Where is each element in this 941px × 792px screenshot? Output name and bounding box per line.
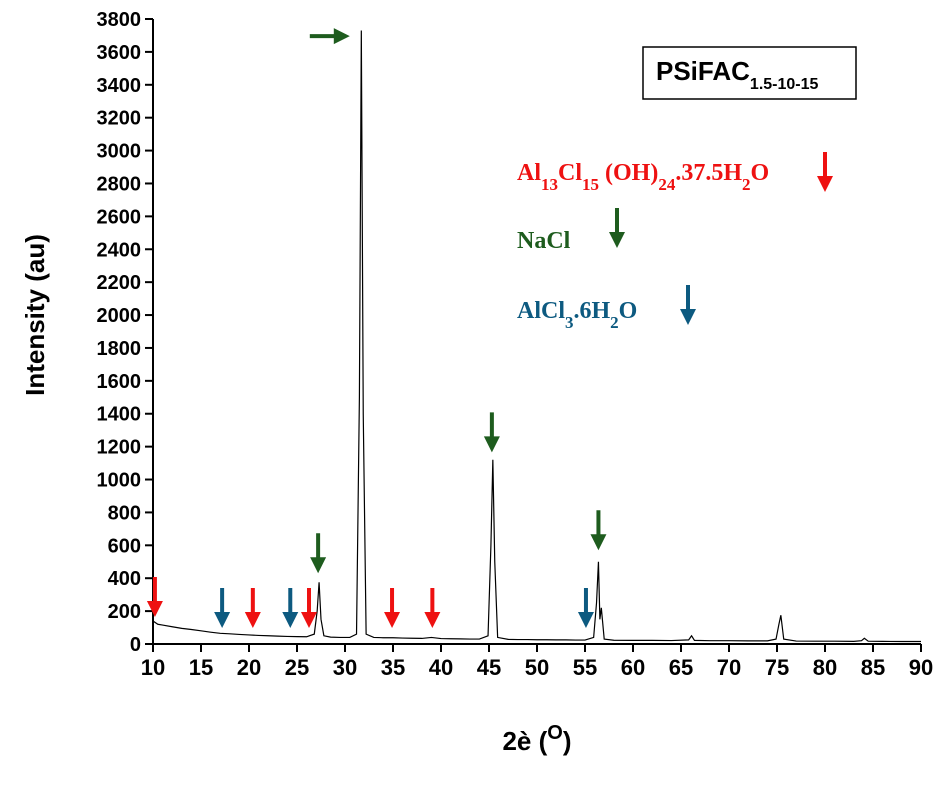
arrow-shape — [590, 510, 607, 551]
text-part: O — [751, 160, 770, 186]
arrow-shape — [424, 588, 441, 629]
y-tick-label: 1800 — [97, 338, 142, 360]
phase-arrow — [146, 577, 163, 618]
phase-arrow — [817, 152, 833, 192]
y-tick-label: 3400 — [97, 75, 142, 97]
y-tick-label: 600 — [108, 535, 141, 557]
y-tick-label: 2000 — [97, 305, 142, 327]
arrow-shape — [310, 533, 327, 574]
text-shifted: 13 — [541, 175, 558, 194]
phase-arrow — [214, 588, 231, 629]
x-tick-label: 90 — [909, 655, 933, 680]
data-line — [152, 30, 921, 643]
text-part: (OH) — [599, 160, 658, 186]
phase-arrow — [282, 588, 299, 629]
arrow-shape — [214, 588, 231, 629]
x-tick-label: 30 — [333, 655, 357, 680]
arrow-shape — [146, 577, 163, 618]
phase-arrow — [384, 588, 401, 629]
x-tick-label: 40 — [429, 655, 453, 680]
x-tick-label: 70 — [717, 655, 741, 680]
x-tick-label: 20 — [237, 655, 261, 680]
y-tick-label: 1600 — [97, 371, 142, 393]
text-part: .37.5H — [675, 160, 742, 186]
x-tick-label: 15 — [189, 655, 213, 680]
phase-arrow — [680, 285, 696, 325]
text-part: AlCl — [517, 298, 565, 324]
text-part: Cl — [558, 160, 582, 186]
x-tick-label: 55 — [573, 655, 597, 680]
text-part: Al — [517, 160, 541, 186]
legend-label: Al13Cl15 (OH)24.37.5H2O — [517, 160, 769, 194]
x-tick-label: 65 — [669, 655, 693, 680]
arrow-shape — [309, 28, 350, 45]
phase-arrow — [424, 588, 441, 629]
text-part: .6H — [574, 298, 611, 324]
phase-arrow — [244, 588, 261, 629]
y-tick-label: 0 — [130, 634, 141, 656]
y-tick-label: 400 — [108, 568, 141, 590]
y-tick-label: 3800 — [97, 9, 142, 31]
text-shifted: 3 — [565, 313, 574, 332]
y-tick-label: 1200 — [97, 437, 142, 459]
y-tick-label: 2600 — [97, 206, 142, 228]
title-box — [642, 46, 857, 100]
y-tick-label: 1400 — [97, 404, 142, 426]
x-tick-label: 80 — [813, 655, 837, 680]
arrow-shape — [577, 588, 594, 629]
legend-label: AlCl3.6H2O — [517, 298, 637, 332]
y-tick-label: 2800 — [97, 173, 142, 195]
y-tick-label: 3200 — [97, 108, 142, 130]
y-tick-label: 800 — [108, 502, 141, 524]
arrow-shape — [282, 588, 299, 629]
arrow-shape — [384, 588, 401, 629]
x-tick-label: 75 — [765, 655, 789, 680]
x-tick-label: 25 — [285, 655, 309, 680]
phase-arrow — [483, 412, 500, 453]
x-axis-label: 2è (O) — [502, 722, 571, 756]
arrow-shape — [301, 588, 317, 629]
x-tick-label: 10 — [141, 655, 165, 680]
text-shifted: 24 — [658, 175, 676, 194]
arrow-shape — [817, 152, 833, 192]
y-axis-label: Intensity (au) — [20, 234, 50, 396]
x-tick-label: 45 — [477, 655, 501, 680]
phase-arrow — [301, 588, 317, 629]
phase-arrow — [310, 533, 327, 574]
arrow-shape — [609, 208, 625, 248]
x-tick-label: 35 — [381, 655, 405, 680]
text-shifted: 2 — [742, 175, 751, 194]
text-shifted: 2 — [610, 313, 619, 332]
y-tick-label: 2200 — [97, 272, 142, 294]
arrow-shape — [680, 285, 696, 325]
x-tick-label: 85 — [861, 655, 885, 680]
text-part: PSiFAC — [656, 56, 750, 86]
phase-arrow — [577, 588, 594, 629]
phase-arrow — [609, 208, 625, 248]
text-shifted: 15 — [582, 175, 599, 194]
arrow-shape — [244, 588, 261, 629]
y-tick-label: 2400 — [97, 239, 142, 261]
text-shifted: O — [547, 722, 563, 744]
x-tick-label: 50 — [525, 655, 549, 680]
text-part: O — [619, 298, 638, 324]
phase-arrow — [590, 510, 607, 551]
arrow-shape — [483, 412, 500, 453]
phase-arrow — [309, 28, 350, 45]
y-tick-label: 3600 — [97, 42, 142, 64]
text-part: ) — [563, 726, 572, 756]
text-part: NaCl — [517, 228, 571, 254]
y-tick-label: 3000 — [97, 141, 142, 163]
chart-title: PSiFAC1.5-10-15 — [656, 56, 819, 93]
y-tick-label: 200 — [108, 601, 141, 623]
x-tick-label: 60 — [621, 655, 645, 680]
legend-label: NaCl — [517, 228, 571, 254]
y-tick-label: 1000 — [97, 470, 142, 492]
text-part: 2è ( — [502, 726, 547, 756]
text-shifted: 1.5-10-15 — [750, 76, 819, 93]
